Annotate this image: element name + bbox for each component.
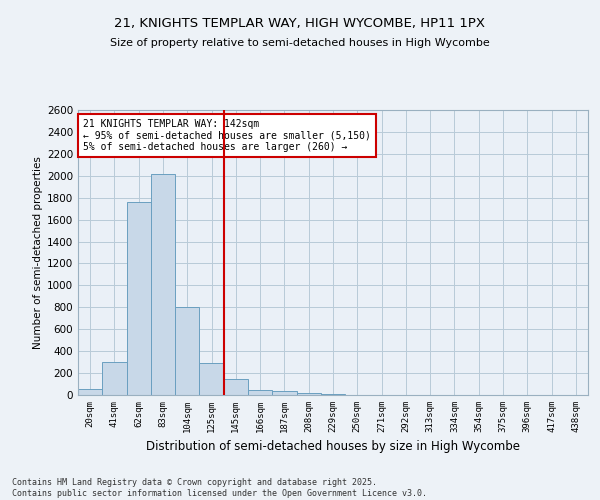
Text: Size of property relative to semi-detached houses in High Wycombe: Size of property relative to semi-detach…: [110, 38, 490, 48]
Bar: [175, 308, 199, 395]
Bar: [272, 392, 296, 395]
Bar: [321, 394, 345, 395]
Y-axis label: Number of semi-detached properties: Number of semi-detached properties: [33, 156, 43, 349]
Bar: [127, 202, 151, 395]
Bar: [248, 390, 272, 395]
Bar: [296, 393, 321, 395]
Bar: [199, 363, 224, 395]
Bar: [151, 174, 175, 395]
Text: 21 KNIGHTS TEMPLAR WAY: 142sqm
← 95% of semi-detached houses are smaller (5,150): 21 KNIGHTS TEMPLAR WAY: 142sqm ← 95% of …: [83, 118, 371, 152]
Text: 21, KNIGHTS TEMPLAR WAY, HIGH WYCOMBE, HP11 1PX: 21, KNIGHTS TEMPLAR WAY, HIGH WYCOMBE, H…: [115, 18, 485, 30]
Text: Contains HM Land Registry data © Crown copyright and database right 2025.
Contai: Contains HM Land Registry data © Crown c…: [12, 478, 427, 498]
X-axis label: Distribution of semi-detached houses by size in High Wycombe: Distribution of semi-detached houses by …: [146, 440, 520, 454]
Bar: [224, 378, 248, 395]
Bar: [102, 362, 127, 395]
Bar: [78, 389, 102, 395]
